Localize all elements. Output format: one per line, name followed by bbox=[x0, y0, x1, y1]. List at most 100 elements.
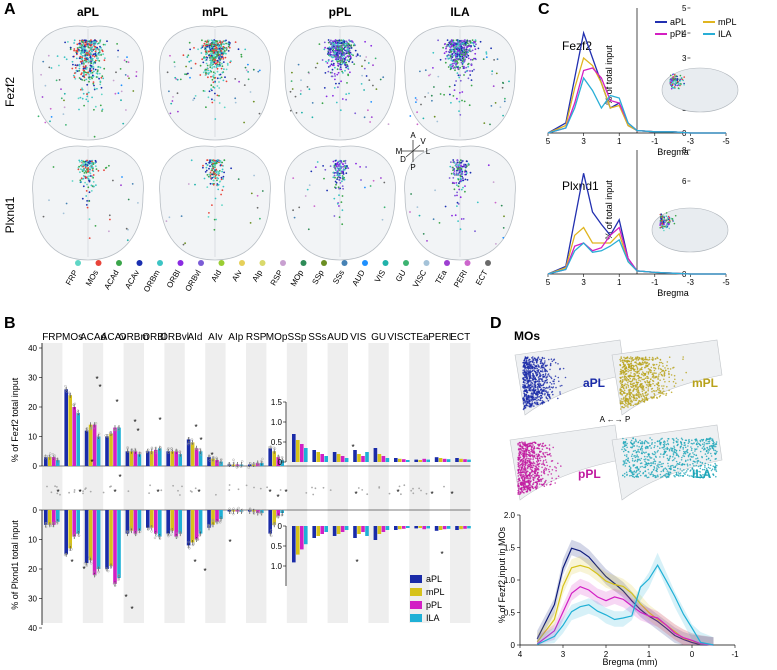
cell-dot bbox=[209, 159, 212, 162]
region-swatch-GU bbox=[403, 260, 409, 266]
sample-point bbox=[167, 451, 170, 454]
cell-dot bbox=[553, 382, 555, 385]
cell-dot bbox=[187, 54, 190, 57]
cell-dot bbox=[87, 73, 89, 75]
cell-dot bbox=[227, 42, 230, 45]
cell-dot bbox=[221, 54, 224, 56]
cell-dot bbox=[543, 357, 546, 360]
sample-point bbox=[150, 530, 153, 533]
cell-dot bbox=[60, 97, 63, 100]
inset-bar bbox=[426, 526, 430, 529]
cell-dot bbox=[653, 394, 656, 396]
cell-dot bbox=[120, 99, 122, 102]
cell-dot bbox=[432, 67, 434, 69]
cell-dot bbox=[636, 403, 639, 405]
inset-tick-label: 1.0 bbox=[271, 418, 283, 427]
cell-dot bbox=[641, 383, 643, 385]
d-map-label-aPL: aPL bbox=[583, 376, 605, 390]
cell-dot bbox=[347, 167, 350, 170]
cell-dot bbox=[62, 212, 65, 215]
cell-dot bbox=[638, 391, 640, 394]
cell-dot bbox=[341, 180, 343, 183]
cell-dot bbox=[527, 385, 530, 387]
sample-point bbox=[105, 568, 108, 571]
cell-dot bbox=[80, 159, 83, 162]
cell-dot bbox=[621, 405, 624, 408]
region-color-legend: FRP MOs ACAd ACAv ORBm ORBl ORBvl AId AIv AIp RSP M… bbox=[64, 260, 491, 294]
cell-dot bbox=[463, 49, 466, 51]
sample-point bbox=[68, 548, 72, 552]
cell-dot bbox=[629, 369, 631, 372]
cell-dot bbox=[79, 44, 82, 47]
cell-dot bbox=[635, 361, 637, 364]
cell-dot bbox=[532, 376, 535, 379]
row-label-fezf2: Fezf2 bbox=[3, 77, 17, 107]
cell-dot bbox=[538, 386, 541, 389]
cell-dot bbox=[364, 186, 366, 189]
cell-dot bbox=[202, 164, 204, 167]
cell-dot bbox=[207, 69, 210, 72]
cell-dot bbox=[660, 221, 663, 224]
cell-dot bbox=[93, 55, 96, 58]
cell-dot bbox=[522, 384, 524, 386]
cell-dot bbox=[243, 121, 246, 124]
cell-dot bbox=[363, 116, 366, 119]
cell-dot bbox=[465, 170, 467, 173]
cell-dot bbox=[214, 197, 217, 200]
cell-dot bbox=[97, 57, 99, 60]
cell-dot bbox=[351, 61, 354, 63]
ytick-label: 0 bbox=[682, 270, 687, 279]
sample-point bbox=[269, 529, 273, 532]
inset-bar bbox=[336, 526, 341, 534]
cell-dot bbox=[83, 104, 85, 107]
cell-dot bbox=[641, 387, 643, 390]
cell-dot bbox=[82, 185, 85, 188]
cell-dot bbox=[473, 57, 475, 60]
cell-dot bbox=[132, 90, 135, 92]
cell-dot bbox=[63, 92, 66, 95]
cell-dot bbox=[523, 407, 526, 410]
cell-dot bbox=[194, 95, 197, 97]
cell-dot bbox=[339, 58, 342, 61]
bar-ACAv-mPL bbox=[109, 433, 113, 467]
cell-dot bbox=[453, 168, 455, 170]
cell-dot bbox=[90, 39, 92, 42]
cell-dot bbox=[655, 383, 658, 385]
inset-bar bbox=[402, 526, 406, 529]
cell-dot bbox=[637, 386, 640, 389]
inset-bar bbox=[455, 458, 459, 462]
cell-dot bbox=[662, 220, 665, 223]
cell-dot bbox=[620, 356, 622, 358]
bar-MOs-aPL bbox=[64, 510, 68, 555]
cell-dot bbox=[534, 359, 537, 361]
cell-dot bbox=[621, 386, 623, 389]
cell-dot bbox=[56, 55, 59, 57]
cell-dot bbox=[416, 123, 419, 126]
cell-dot bbox=[202, 166, 204, 169]
sample-point bbox=[126, 530, 129, 533]
cell-dot bbox=[94, 68, 97, 71]
sample-point bbox=[53, 454, 56, 457]
cell-dot bbox=[83, 167, 86, 170]
cell-dot bbox=[619, 370, 622, 373]
cell-dot bbox=[346, 55, 349, 57]
fezf2-bars bbox=[43, 385, 285, 469]
cell-dot bbox=[204, 72, 207, 74]
cell-dot bbox=[650, 371, 652, 374]
cell-dot bbox=[173, 65, 176, 68]
cell-dot bbox=[526, 404, 529, 407]
cell-dot bbox=[659, 224, 661, 226]
cell-dot bbox=[230, 60, 232, 62]
cell-dot bbox=[532, 388, 535, 391]
cell-dot bbox=[625, 387, 628, 389]
cell-dot bbox=[208, 161, 211, 164]
brain-ILA-Fezf2 bbox=[404, 25, 516, 141]
cell-dot bbox=[632, 377, 635, 380]
cell-dot bbox=[212, 71, 215, 74]
bar-ORBm-ILA bbox=[137, 510, 142, 531]
cell-dot bbox=[75, 57, 78, 60]
cell-dot bbox=[528, 402, 531, 405]
cell-dot bbox=[209, 52, 212, 55]
cell-dot bbox=[619, 364, 621, 366]
cell-dot bbox=[551, 391, 553, 394]
